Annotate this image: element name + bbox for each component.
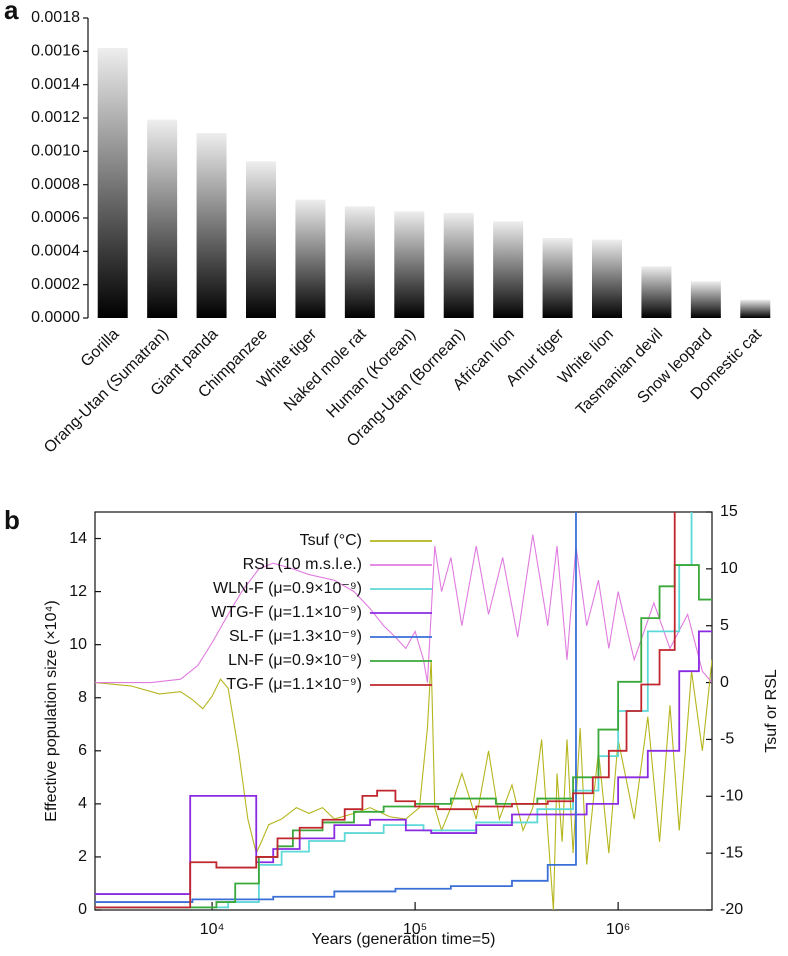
legend-label: SL-F (μ=1.3×10⁻⁹) bbox=[229, 628, 362, 645]
x-axis-label: Years (generation time=5) bbox=[312, 931, 496, 948]
x-tick-label: 10⁶ bbox=[606, 921, 630, 938]
legend-label: RSL (10 m.s.l.e.) bbox=[243, 556, 362, 573]
series-line bbox=[95, 512, 676, 909]
series-line bbox=[95, 564, 712, 909]
y-tick-label: 0.0014 bbox=[31, 76, 80, 93]
y-tick-label: 0.0010 bbox=[31, 143, 80, 160]
bar bbox=[740, 299, 771, 318]
y2-tick-label: -5 bbox=[720, 731, 734, 748]
x-tick-label: Tasmanian devil bbox=[573, 326, 666, 419]
y-tick-label: 0.0012 bbox=[31, 109, 80, 126]
y-tick-label: 0.0004 bbox=[31, 243, 80, 260]
y-tick-label: 4 bbox=[78, 795, 87, 812]
y-tick-label: 6 bbox=[78, 742, 87, 759]
plot-area bbox=[95, 512, 712, 910]
y-tick-label: 0.0016 bbox=[31, 43, 80, 60]
legend-label: LN-F (μ=0.9×10⁻⁹) bbox=[228, 652, 362, 669]
bar bbox=[97, 48, 128, 318]
series-line bbox=[95, 659, 712, 910]
y2-tick-label: -15 bbox=[720, 844, 743, 861]
y-tick-label: 14 bbox=[69, 530, 87, 547]
bar bbox=[344, 206, 375, 318]
y-tick-label: 0.0008 bbox=[31, 176, 80, 193]
y2-tick-label: 0 bbox=[720, 674, 729, 691]
series-line bbox=[95, 630, 712, 895]
bar bbox=[147, 119, 178, 319]
x-tick-label: Gorilla bbox=[78, 326, 123, 371]
y-tick-label: 8 bbox=[78, 689, 87, 706]
series-line bbox=[95, 512, 693, 909]
bar bbox=[641, 266, 672, 318]
y2-axis-label: Tsuf or RSL bbox=[763, 669, 780, 753]
plot-frame bbox=[94, 511, 713, 911]
legend-label: Tsuf (°C) bbox=[300, 532, 362, 549]
y-tick-label: 0.0006 bbox=[31, 209, 80, 226]
bar bbox=[493, 221, 524, 318]
bar bbox=[295, 199, 326, 318]
bar bbox=[394, 211, 425, 318]
bar bbox=[196, 133, 227, 318]
legend-label: WLN-F (μ=0.9×10⁻⁹) bbox=[213, 580, 362, 597]
legend-label: TG-F (μ=1.1×10⁻⁹) bbox=[226, 676, 362, 693]
y-tick-label: 12 bbox=[69, 583, 87, 600]
y2-tick-label: 5 bbox=[720, 617, 729, 634]
bar bbox=[443, 213, 474, 318]
panel-label: b bbox=[4, 505, 20, 535]
x-tick-label: 10⁵ bbox=[403, 921, 427, 938]
y-tick-label: 0.0018 bbox=[31, 9, 80, 26]
bar bbox=[592, 239, 622, 318]
y2-tick-label: 10 bbox=[720, 560, 738, 577]
y-axis-label: Effective population size (×10⁴) bbox=[43, 600, 60, 821]
y2-tick-label: -20 bbox=[720, 901, 743, 918]
panel-label: a bbox=[4, 0, 19, 25]
series-line bbox=[95, 512, 577, 903]
series-line bbox=[95, 534, 712, 684]
y-tick-label: 10 bbox=[69, 636, 87, 653]
y-tick-label: 0 bbox=[78, 901, 87, 918]
legend-label: WTG-F (μ=1.1×10⁻⁹) bbox=[211, 604, 362, 621]
bar bbox=[542, 238, 573, 318]
y2-tick-label: 15 bbox=[720, 503, 738, 520]
y-tick-label: 0.0002 bbox=[31, 276, 80, 293]
y-tick-label: 2 bbox=[78, 848, 87, 865]
x-tick-label: 10⁴ bbox=[200, 921, 225, 938]
bar bbox=[690, 281, 721, 318]
bar bbox=[246, 161, 276, 318]
y2-tick-label: -10 bbox=[720, 788, 743, 805]
x-tick-label: Human (Korean) bbox=[323, 326, 419, 422]
y-tick-label: 0.0000 bbox=[31, 309, 80, 326]
